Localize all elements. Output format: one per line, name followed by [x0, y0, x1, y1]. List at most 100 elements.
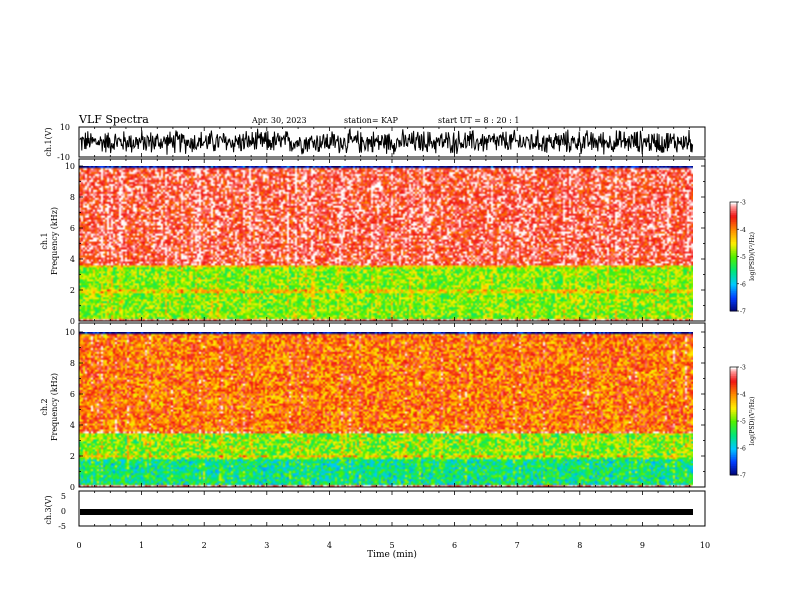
- colorbar-cell: [730, 415, 737, 418]
- figure-title: VLF Spectra: [78, 113, 149, 126]
- colorbar-cell: [730, 394, 737, 397]
- colorbar-cell: [730, 211, 737, 214]
- colorbar-cell: [730, 245, 737, 248]
- x-tick-label: 0: [76, 541, 81, 550]
- ch2-spectrogram-panel: ch.2 Frequency (kHz): [40, 322, 706, 488]
- colorbar-cell: [730, 283, 737, 287]
- colorbar-cell: [730, 205, 737, 208]
- ch1-spectrogram-yticks: 10 8 6 4 2 0: [65, 162, 705, 326]
- colorbar-cell: [730, 307, 737, 310]
- colorbar-cell: [730, 440, 737, 444]
- colorbar-cell: [730, 207, 737, 210]
- ch2-spectrogram-ylabel-frequency: Frequency (kHz): [50, 373, 59, 441]
- colorbar-cell: [730, 421, 737, 424]
- ch1-ytick-top: 10: [60, 123, 70, 132]
- colorbar-cell: [730, 236, 737, 239]
- y-tick-label: 4: [70, 255, 75, 264]
- colorbar-tick-label: -5: [740, 419, 746, 426]
- x-tick-label: 2: [202, 541, 207, 550]
- colorbar-cell: [730, 466, 737, 469]
- colorbar-cell: [730, 252, 737, 256]
- y-tick-label: 6: [70, 224, 75, 233]
- colorbar-tick-label: -6: [740, 446, 746, 453]
- y-tick-label: 0: [70, 483, 75, 492]
- colorbar-cell: [730, 276, 737, 279]
- colorbar-cell: [730, 223, 737, 227]
- colorbar-cell: [730, 370, 737, 373]
- colorbar-cell: [730, 240, 737, 243]
- ch1-spectrogram-ylabel-frequency: Frequency (kHz): [50, 207, 59, 275]
- ch3-ytick-middle: 0: [61, 507, 66, 516]
- colorbar-cell: [730, 458, 737, 462]
- colorbar-cell: [730, 449, 737, 453]
- colorbar-cell: [730, 408, 737, 411]
- colorbar-cell: [730, 261, 737, 265]
- colorbar-cell: [730, 280, 737, 283]
- colorbar-cell: [730, 377, 737, 381]
- y-tick-label: 10: [65, 328, 75, 337]
- colorbar-tick-label: -4: [740, 227, 746, 234]
- colorbar-cell: [730, 422, 737, 426]
- colorbar-cell: [730, 305, 737, 308]
- y-tick-label: 8: [70, 193, 75, 202]
- colorbar-cell: [730, 444, 737, 447]
- ch3-ytick-bottom: -5: [58, 522, 66, 531]
- ch2-spectrogram-image: [79, 332, 693, 487]
- colorbar-cell: [730, 412, 737, 415]
- colorbar-cell: [730, 367, 737, 370]
- x-tick-label: 3: [264, 541, 269, 550]
- ch2-spectrogram-ylabel-channel: ch.2: [40, 398, 49, 415]
- y-tick-label: 8: [70, 359, 75, 368]
- x-axis-tick-labels: 0 1 2 3 4 5 6 7 8 9 10: [76, 541, 710, 550]
- ch1-spectrogram-xticks: [78, 159, 706, 321]
- colorbar-cell: [730, 379, 737, 382]
- colorbar-cell: [730, 446, 737, 449]
- colorbar-cell: [730, 292, 737, 296]
- y-tick-label: 6: [70, 390, 75, 399]
- colorbar-cell: [730, 243, 737, 247]
- colorbar-cell: [730, 216, 737, 219]
- colorbar-cell: [730, 301, 737, 305]
- y-tick-label: 10: [65, 162, 75, 171]
- x-tick-label: 5: [389, 541, 394, 550]
- start-time-label: start UT = 8 : 20 : 1: [438, 116, 519, 125]
- colorbar-cell: [730, 372, 737, 375]
- colorbar-cell: [730, 269, 737, 272]
- colorbar-cell: [730, 212, 737, 216]
- colorbar-cell: [730, 442, 737, 445]
- ch3-ytick-top: 5: [61, 492, 66, 501]
- colorbar-cell: [730, 467, 737, 471]
- colorbar-cell: [730, 281, 737, 285]
- colorbar-cell: [730, 234, 737, 238]
- colorbar-cell: [730, 392, 737, 395]
- colorbar-cell: [730, 225, 737, 228]
- colorbar-cell: [730, 278, 737, 281]
- colorbar-cell: [730, 403, 737, 406]
- colorbar-cell: [730, 383, 737, 386]
- y-tick-label: 2: [70, 452, 75, 461]
- colorbar-tick-label: -6: [740, 281, 746, 288]
- colorbar-cell: [730, 287, 737, 290]
- ch1-spectrogram-image: [79, 166, 693, 321]
- colorbar-cell: [730, 453, 737, 456]
- ch1-waveform-xticks: [78, 127, 706, 157]
- colorbar-cell: [730, 238, 737, 241]
- colorbar-cell: [730, 265, 737, 268]
- colorbar-cell: [730, 220, 737, 223]
- colorbar-cell: [730, 381, 737, 384]
- colorbar-label: log(PSD)(V²/Hz): [749, 397, 756, 446]
- colorbar-cell: [730, 473, 737, 476]
- ch1-spectrogram-ylabel-channel: ch.1: [40, 232, 49, 249]
- x-tick-label: 9: [640, 541, 645, 550]
- colorbar-tick-label: -5: [740, 254, 746, 261]
- colorbar-cell: [730, 455, 737, 458]
- y-tick-label: 0: [70, 317, 75, 326]
- colorbar-cell: [730, 428, 737, 431]
- colorbar-tick-label: -7: [740, 309, 746, 316]
- colorbar-cell: [730, 368, 737, 372]
- ch2-colorbar: -3 -4 -5 -6 -7 log(PSD)(V²/Hz): [729, 365, 756, 480]
- colorbar-cell: [730, 294, 737, 297]
- ch3-waveform-xticks: [78, 491, 706, 526]
- colorbar-cell: [730, 388, 737, 391]
- colorbar-cell: [730, 291, 737, 294]
